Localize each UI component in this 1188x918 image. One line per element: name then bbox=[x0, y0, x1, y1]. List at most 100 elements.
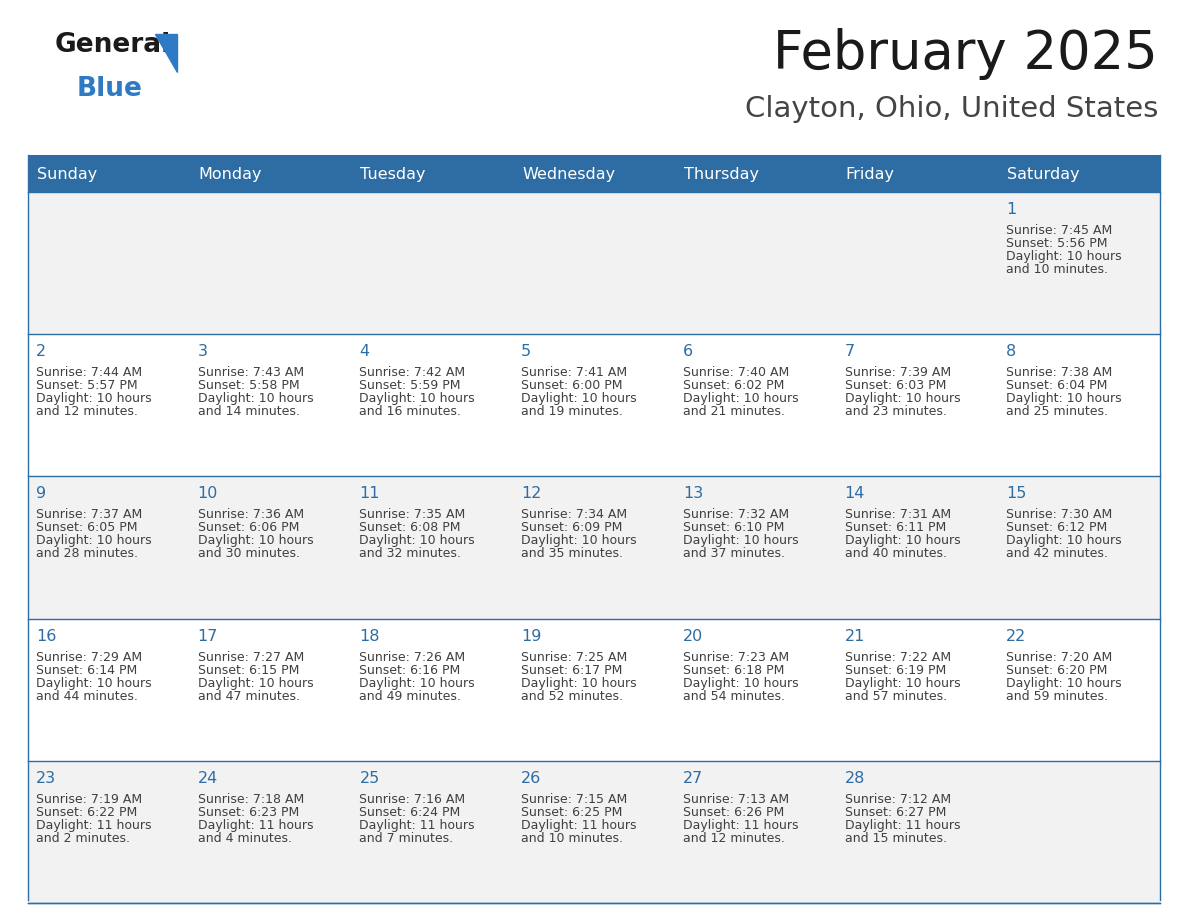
Text: Sunrise: 7:42 AM: Sunrise: 7:42 AM bbox=[360, 366, 466, 379]
Text: and 16 minutes.: and 16 minutes. bbox=[360, 405, 461, 419]
Text: Daylight: 10 hours: Daylight: 10 hours bbox=[360, 392, 475, 405]
Text: Sunrise: 7:19 AM: Sunrise: 7:19 AM bbox=[36, 793, 143, 806]
Text: and 59 minutes.: and 59 minutes. bbox=[1006, 689, 1108, 702]
Text: and 44 minutes.: and 44 minutes. bbox=[36, 689, 138, 702]
Text: Sunrise: 7:41 AM: Sunrise: 7:41 AM bbox=[522, 366, 627, 379]
Text: and 42 minutes.: and 42 minutes. bbox=[1006, 547, 1108, 560]
Text: Sunset: 6:12 PM: Sunset: 6:12 PM bbox=[1006, 521, 1107, 534]
Bar bbox=[836, 192, 998, 334]
Text: and 28 minutes.: and 28 minutes. bbox=[36, 547, 138, 560]
Text: Sunrise: 7:35 AM: Sunrise: 7:35 AM bbox=[360, 509, 466, 521]
Text: Sunset: 6:10 PM: Sunset: 6:10 PM bbox=[683, 521, 784, 534]
Bar bbox=[29, 155, 1159, 158]
Text: 16: 16 bbox=[36, 629, 56, 644]
Bar bbox=[29, 619, 190, 761]
Text: Sunrise: 7:23 AM: Sunrise: 7:23 AM bbox=[683, 651, 789, 664]
Text: Daylight: 11 hours: Daylight: 11 hours bbox=[360, 819, 475, 832]
Bar bbox=[513, 158, 675, 192]
Bar bbox=[998, 334, 1159, 476]
Text: 28: 28 bbox=[845, 771, 865, 786]
Text: 9: 9 bbox=[36, 487, 46, 501]
Text: and 23 minutes.: and 23 minutes. bbox=[845, 405, 947, 419]
Text: 27: 27 bbox=[683, 771, 703, 786]
Text: Sunset: 6:24 PM: Sunset: 6:24 PM bbox=[360, 806, 461, 819]
Bar bbox=[352, 761, 513, 903]
Bar bbox=[836, 158, 998, 192]
Text: and 4 minutes.: and 4 minutes. bbox=[197, 832, 292, 845]
Text: and 12 minutes.: and 12 minutes. bbox=[36, 405, 138, 419]
Text: 25: 25 bbox=[360, 771, 380, 786]
Text: and 52 minutes.: and 52 minutes. bbox=[522, 689, 624, 702]
Bar bbox=[352, 619, 513, 761]
Text: Sunrise: 7:37 AM: Sunrise: 7:37 AM bbox=[36, 509, 143, 521]
Text: Sunrise: 7:13 AM: Sunrise: 7:13 AM bbox=[683, 793, 789, 806]
Bar bbox=[998, 619, 1159, 761]
Text: Sunrise: 7:27 AM: Sunrise: 7:27 AM bbox=[197, 651, 304, 664]
Text: Daylight: 10 hours: Daylight: 10 hours bbox=[360, 534, 475, 547]
Text: Sunrise: 7:25 AM: Sunrise: 7:25 AM bbox=[522, 651, 627, 664]
Bar bbox=[29, 334, 190, 476]
Text: Daylight: 10 hours: Daylight: 10 hours bbox=[845, 534, 960, 547]
Bar bbox=[513, 476, 675, 619]
Text: Daylight: 10 hours: Daylight: 10 hours bbox=[36, 677, 152, 689]
Bar bbox=[675, 619, 836, 761]
Text: and 10 minutes.: and 10 minutes. bbox=[522, 832, 624, 845]
Text: Daylight: 10 hours: Daylight: 10 hours bbox=[1006, 392, 1121, 405]
Text: 7: 7 bbox=[845, 344, 854, 359]
Bar bbox=[836, 619, 998, 761]
Bar bbox=[29, 158, 190, 192]
Polygon shape bbox=[154, 34, 177, 72]
Text: Sunset: 5:59 PM: Sunset: 5:59 PM bbox=[360, 379, 461, 392]
Bar bbox=[352, 334, 513, 476]
Bar bbox=[513, 761, 675, 903]
Text: Sunset: 6:18 PM: Sunset: 6:18 PM bbox=[683, 664, 784, 677]
Text: 2: 2 bbox=[36, 344, 46, 359]
Text: Sunset: 6:02 PM: Sunset: 6:02 PM bbox=[683, 379, 784, 392]
Text: 19: 19 bbox=[522, 629, 542, 644]
Text: General: General bbox=[55, 32, 171, 58]
Bar bbox=[352, 192, 513, 334]
Bar bbox=[29, 476, 190, 619]
Text: 13: 13 bbox=[683, 487, 703, 501]
Text: and 47 minutes.: and 47 minutes. bbox=[197, 689, 299, 702]
Bar bbox=[998, 192, 1159, 334]
Text: Daylight: 11 hours: Daylight: 11 hours bbox=[197, 819, 314, 832]
Text: Daylight: 10 hours: Daylight: 10 hours bbox=[845, 677, 960, 689]
Bar bbox=[190, 334, 352, 476]
Text: Daylight: 11 hours: Daylight: 11 hours bbox=[845, 819, 960, 832]
Text: Sunset: 6:26 PM: Sunset: 6:26 PM bbox=[683, 806, 784, 819]
Text: Sunrise: 7:18 AM: Sunrise: 7:18 AM bbox=[197, 793, 304, 806]
Text: 11: 11 bbox=[360, 487, 380, 501]
Text: Sunrise: 7:15 AM: Sunrise: 7:15 AM bbox=[522, 793, 627, 806]
Bar bbox=[352, 476, 513, 619]
Text: and 49 minutes.: and 49 minutes. bbox=[360, 689, 461, 702]
Text: and 40 minutes.: and 40 minutes. bbox=[845, 547, 947, 560]
Text: Daylight: 10 hours: Daylight: 10 hours bbox=[845, 392, 960, 405]
Bar bbox=[836, 761, 998, 903]
Text: Sunrise: 7:36 AM: Sunrise: 7:36 AM bbox=[197, 509, 304, 521]
Text: Sunset: 6:15 PM: Sunset: 6:15 PM bbox=[197, 664, 299, 677]
Text: Sunset: 6:04 PM: Sunset: 6:04 PM bbox=[1006, 379, 1107, 392]
Text: 26: 26 bbox=[522, 771, 542, 786]
Bar bbox=[29, 761, 190, 903]
Text: Sunrise: 7:44 AM: Sunrise: 7:44 AM bbox=[36, 366, 143, 379]
Text: Daylight: 10 hours: Daylight: 10 hours bbox=[197, 392, 314, 405]
Bar bbox=[675, 476, 836, 619]
Text: Sunrise: 7:38 AM: Sunrise: 7:38 AM bbox=[1006, 366, 1112, 379]
Text: Sunset: 6:19 PM: Sunset: 6:19 PM bbox=[845, 664, 946, 677]
Text: and 35 minutes.: and 35 minutes. bbox=[522, 547, 624, 560]
Text: Daylight: 10 hours: Daylight: 10 hours bbox=[36, 534, 152, 547]
Text: 12: 12 bbox=[522, 487, 542, 501]
Text: and 21 minutes.: and 21 minutes. bbox=[683, 405, 785, 419]
Text: and 2 minutes.: and 2 minutes. bbox=[36, 832, 129, 845]
Text: Daylight: 11 hours: Daylight: 11 hours bbox=[36, 819, 152, 832]
Text: Daylight: 10 hours: Daylight: 10 hours bbox=[1006, 534, 1121, 547]
Text: Sunrise: 7:43 AM: Sunrise: 7:43 AM bbox=[197, 366, 304, 379]
Text: Sunset: 5:58 PM: Sunset: 5:58 PM bbox=[197, 379, 299, 392]
Text: and 57 minutes.: and 57 minutes. bbox=[845, 689, 947, 702]
Text: Sunset: 6:14 PM: Sunset: 6:14 PM bbox=[36, 664, 138, 677]
Text: 4: 4 bbox=[360, 344, 369, 359]
Text: Clayton, Ohio, United States: Clayton, Ohio, United States bbox=[745, 95, 1158, 123]
Text: Sunrise: 7:12 AM: Sunrise: 7:12 AM bbox=[845, 793, 950, 806]
Text: Sunset: 6:20 PM: Sunset: 6:20 PM bbox=[1006, 664, 1107, 677]
